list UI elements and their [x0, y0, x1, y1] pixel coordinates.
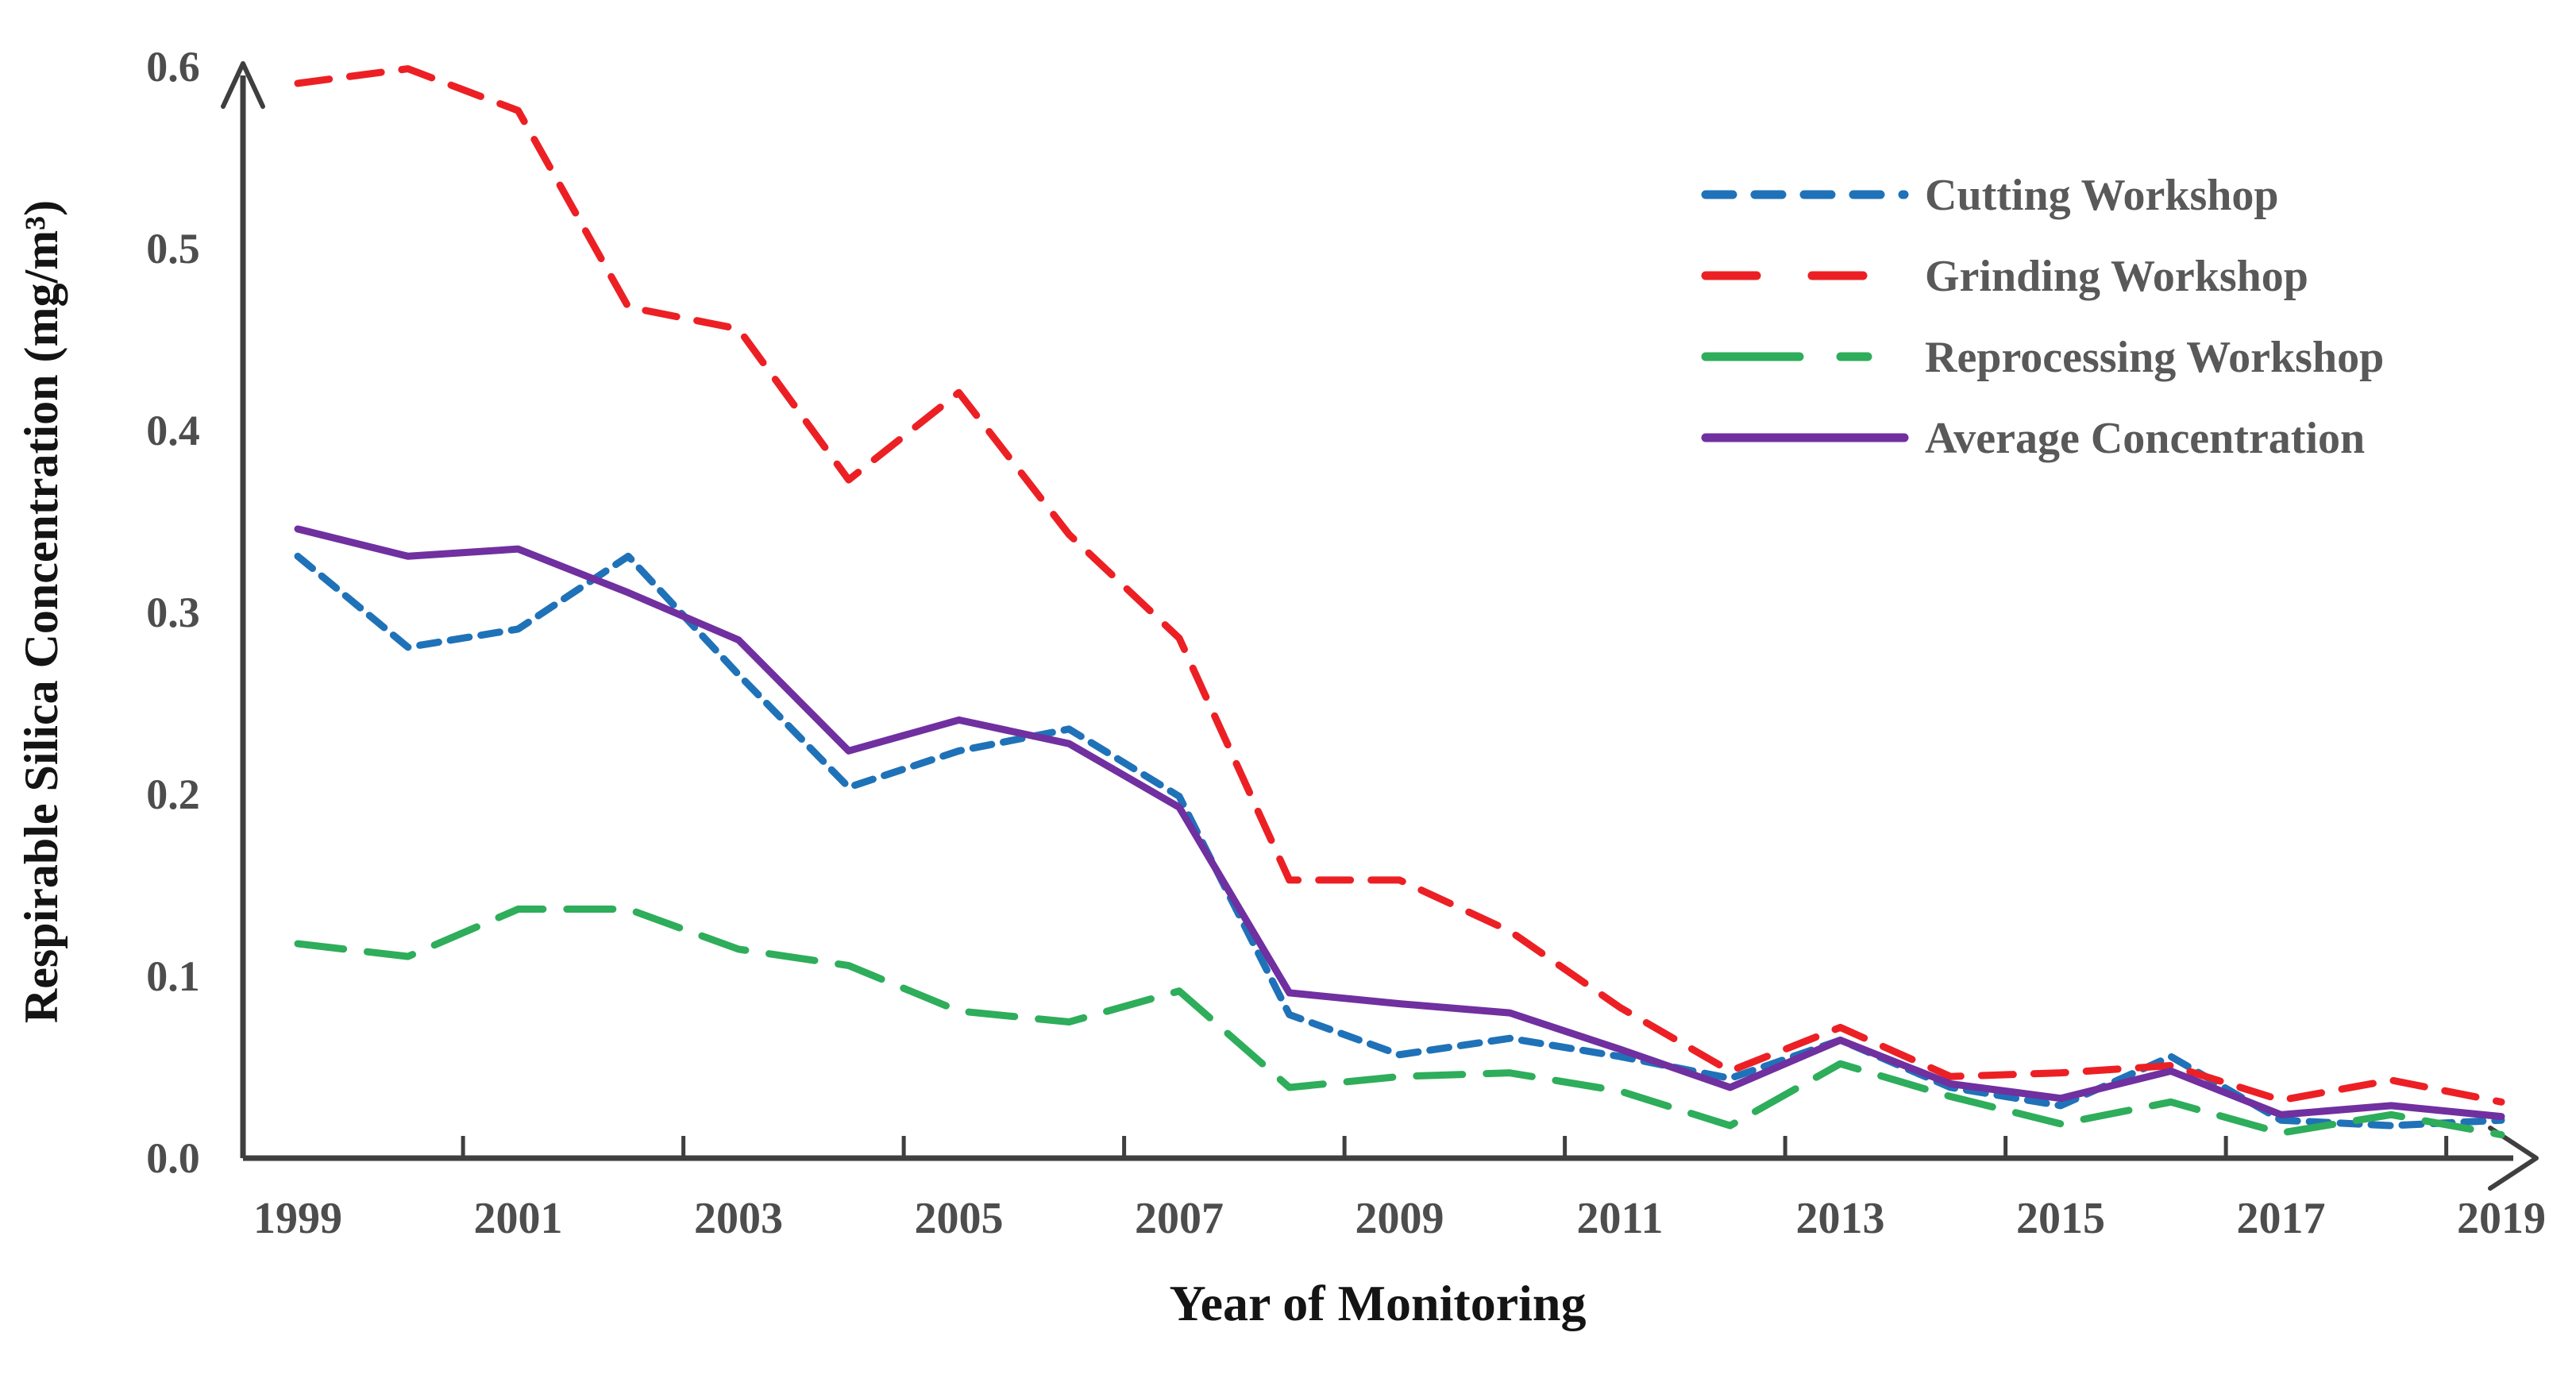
y-axis-tick-label: 0.1: [146, 952, 200, 1000]
series-line-cutting-workshop: [294, 552, 2505, 1130]
y-axis-title: Respirable Silica Concentration (mg/m³): [15, 200, 67, 1023]
y-axis-tick-label: 0.3: [146, 589, 200, 636]
x-axis-tick-label: 1999: [253, 1194, 342, 1243]
x-axis-tick-label: 2017: [2237, 1194, 2326, 1243]
x-axis-tick-label: 2003: [694, 1194, 783, 1243]
legend-label-average-concentration: Average Concentration: [1925, 414, 2365, 463]
x-axis-tick-label: 2009: [1355, 1194, 1444, 1243]
series-line-grinding-workshop: [294, 65, 2505, 1106]
x-axis-tick-label: 2005: [915, 1194, 1004, 1243]
series-line-reprocessing-workshop: [294, 906, 2505, 1139]
x-axis-tick-label: 2019: [2457, 1194, 2546, 1243]
x-axis-tick-label: 2007: [1135, 1194, 1224, 1243]
x-axis-tick-label: 2011: [1577, 1194, 1664, 1243]
legend-label-cutting-workshop: Cutting Workshop: [1925, 171, 2279, 220]
legend: Cutting Workshop Grinding Workshop Reproce…: [1701, 171, 2384, 463]
y-axis-tick-label: 0.0: [146, 1134, 200, 1182]
x-axis-tick-label: 2015: [2016, 1194, 2105, 1243]
y-axis-arrow-icon: [221, 61, 265, 109]
x-axis-arrow-icon: [2488, 1126, 2539, 1191]
y-axis-tick-label: 0.2: [146, 771, 200, 818]
legend-label-reprocessing-workshop: Reprocessing Workshop: [1925, 333, 2384, 382]
legend-label-grinding-workshop: Grinding Workshop: [1925, 252, 2308, 301]
legend-item-reprocessing-workshop: Reprocessing Workshop: [1701, 333, 2384, 382]
legend-item-average-concentration: Average Concentration: [1701, 414, 2365, 463]
legend-item-grinding-workshop: Grinding Workshop: [1701, 252, 2308, 301]
y-axis-tick-label: 0.5: [146, 225, 200, 272]
x-axis-tick-label: 2013: [1796, 1194, 1885, 1243]
y-axis-tick-label: 0.4: [146, 407, 200, 454]
legend-item-cutting-workshop: Cutting Workshop: [1701, 171, 2279, 220]
x-axis-title: Year of Monitoring: [1170, 1275, 1587, 1331]
y-axis-tick-label: 0.6: [146, 43, 200, 91]
x-axis-tick-label: 2001: [474, 1194, 563, 1243]
series-line-average-concentration: [294, 525, 2505, 1121]
